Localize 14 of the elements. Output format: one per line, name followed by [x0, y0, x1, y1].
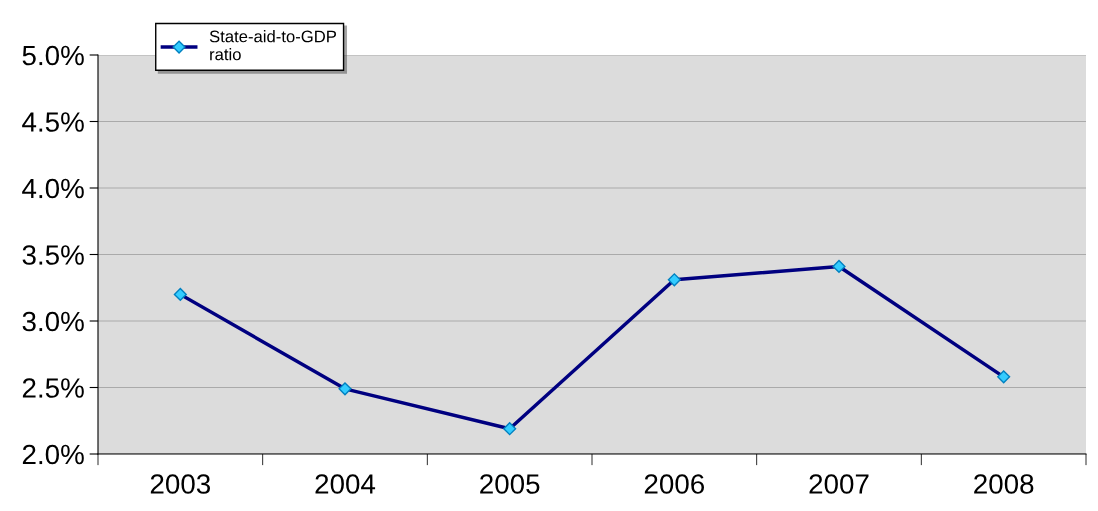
- x-tick-label: 2003: [150, 474, 211, 494]
- x-tick-label: 2004: [315, 474, 376, 494]
- y-tick-label: 2.0%: [22, 444, 84, 465]
- y-tick-label: 4.0%: [22, 178, 84, 199]
- y-tick-label: 4.5%: [22, 112, 84, 132]
- y-tick-label: 3.0%: [22, 311, 84, 332]
- y-tick-label: 5.0%: [22, 45, 84, 66]
- x-tick-label: 2008: [974, 474, 1034, 494]
- y-tick-label: 2.5%: [22, 378, 84, 398]
- y-tick-label: 3.5%: [22, 245, 84, 265]
- x-tick-label: 2005: [480, 474, 540, 494]
- legend-label: State-aid-to-GDP ratio: [209, 30, 337, 61]
- x-tick-label: 2007: [809, 474, 869, 494]
- x-tick-label: 2006: [644, 474, 705, 494]
